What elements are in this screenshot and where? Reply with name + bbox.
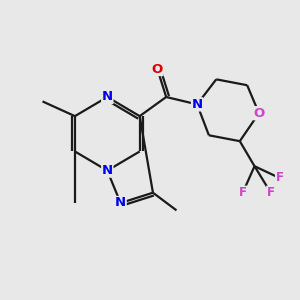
Text: O: O (253, 107, 265, 120)
Text: N: N (115, 196, 126, 209)
Text: F: F (276, 172, 283, 184)
Text: O: O (152, 62, 163, 76)
Text: N: N (102, 164, 113, 177)
Text: F: F (267, 186, 275, 199)
Text: F: F (239, 186, 247, 199)
Text: N: N (102, 91, 113, 103)
Text: N: N (191, 98, 203, 111)
